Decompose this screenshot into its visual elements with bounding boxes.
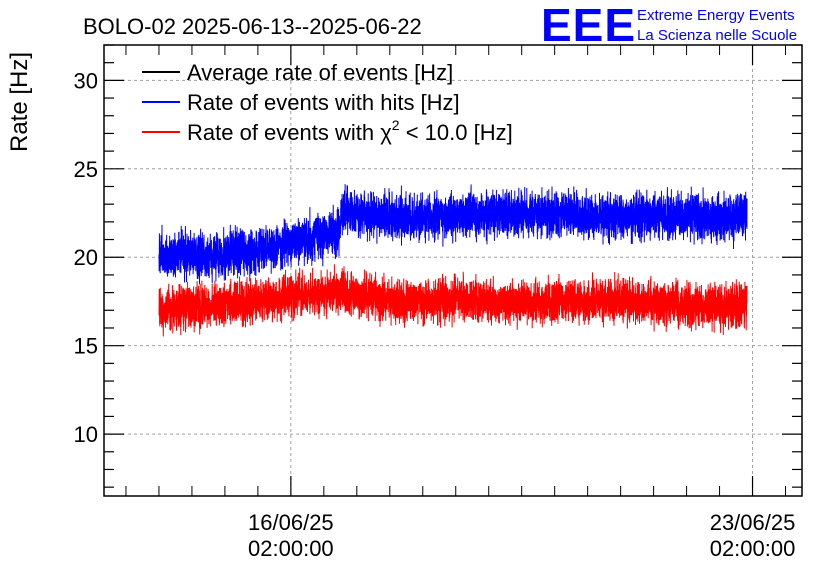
y-tick-label-20: 20 xyxy=(74,245,98,270)
eee-logo: EEE Extreme Energy Events La Scienza nel… xyxy=(541,0,797,51)
series-line-2 xyxy=(158,264,748,337)
y-tick-label-25: 25 xyxy=(74,157,98,182)
y-axis-label: Rate [Hz] xyxy=(6,52,33,152)
x-tick-label-time-1: 02:00:00 xyxy=(710,536,796,561)
logo-mark: EEE xyxy=(541,0,636,51)
legend: Average rate of events [Hz] Rate of event… xyxy=(142,60,513,145)
plot-frame xyxy=(103,44,803,497)
y-tick-label-30: 30 xyxy=(74,68,98,93)
series-line-1 xyxy=(158,184,748,285)
y-tick-label-10: 10 xyxy=(74,422,98,447)
logo-line-1: Extreme Energy Events xyxy=(637,7,795,24)
y-tick-labels: 10 15 20 25 30 xyxy=(74,68,98,447)
x-tick-label-date-0: 16/06/25 xyxy=(248,510,334,535)
legend-entry-2: Rate of events with χ2 < 10.0 [Hz] xyxy=(187,117,513,145)
legend-entry-1: Rate of events with hits [Hz] xyxy=(187,90,460,115)
x-tick-label-time-0: 02:00:00 xyxy=(248,536,334,561)
logo-line-2: La Scienza nelle Scuole xyxy=(637,27,797,44)
y-tick-label-15: 15 xyxy=(74,334,98,359)
x-tick-label-date-1: 23/06/25 xyxy=(710,510,796,535)
axes xyxy=(103,44,803,497)
chart-title: BOLO-02 2025-06-13--2025-06-22 xyxy=(83,14,422,39)
legend-entry-0: Average rate of events [Hz] xyxy=(187,60,453,85)
series-group xyxy=(158,184,748,337)
